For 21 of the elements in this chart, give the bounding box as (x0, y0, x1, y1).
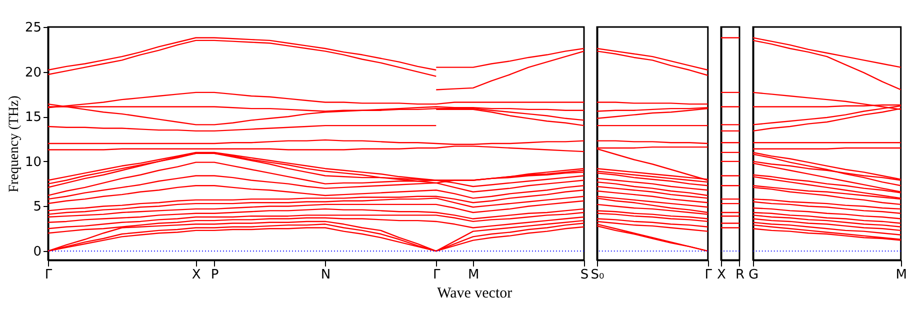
x-tick-label: Γ (704, 268, 713, 282)
x-tick-label: X (192, 268, 201, 282)
x-tick-label: Γ (433, 268, 442, 282)
y-tick-label: 20 (24, 65, 42, 80)
x-tick-label: N (320, 268, 331, 282)
x-tick-label: R (735, 268, 745, 282)
x-tick-label: M (468, 268, 480, 282)
y-tick-label: 10 (24, 154, 42, 170)
x-axis-title: Wave vector (437, 286, 512, 302)
x-tick-label: Γ (44, 268, 53, 282)
y-tick-label: 25 (24, 20, 42, 36)
x-tick-label: G (748, 268, 759, 282)
y-tick-label: 5 (33, 200, 42, 215)
y-tick-label: 15 (24, 110, 42, 126)
x-tick-label: S (580, 268, 589, 282)
x-tick-label: X (717, 268, 726, 282)
y-tick-label: 0 (33, 244, 42, 260)
x-tick-label: M (896, 268, 907, 282)
x-tick-label: S₀ (590, 268, 604, 282)
y-axis-title: Frequency (THz) (6, 95, 22, 192)
x-tick-label: P (210, 268, 219, 282)
